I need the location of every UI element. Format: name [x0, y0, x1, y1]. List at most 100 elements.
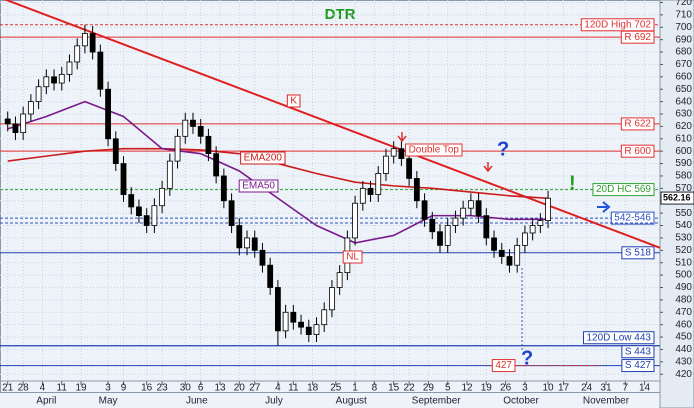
y-tick-label: 500 [675, 270, 692, 281]
y-tick-label: 620 [675, 121, 692, 132]
candle-body [35, 86, 42, 103]
y-tick-label: 520 [675, 245, 692, 256]
candle-body [82, 33, 88, 47]
month-label: November [583, 396, 630, 407]
candle-body [383, 155, 389, 174]
candle-body [475, 200, 482, 217]
candle-body [244, 237, 250, 249]
candle-body [514, 244, 521, 266]
y-tick-label: 640 [675, 96, 692, 107]
candle-body [313, 324, 320, 335]
y-tick-label: 660 [675, 71, 692, 82]
y-tick-label: 650 [675, 84, 692, 95]
candle-body [529, 225, 536, 234]
candle-body [174, 135, 181, 162]
x-tick-label: 20 [234, 383, 246, 394]
candle-body [537, 220, 544, 226]
x-tick-label: 9 [121, 383, 127, 394]
x-tick-label: 17 [558, 383, 570, 394]
x-tick-label: 8 [372, 383, 378, 394]
candle-body [251, 237, 258, 251]
level-label-box [621, 345, 655, 359]
candle-body [390, 148, 397, 157]
candle-body [522, 232, 528, 246]
candle-body [298, 321, 304, 328]
arrow [397, 132, 407, 143]
level-label-box [580, 18, 655, 32]
y-tick-label: 690 [675, 34, 692, 45]
y-tick-label: 580 [675, 171, 692, 182]
y-tick-label: 700 [675, 22, 692, 33]
candle-body [66, 61, 73, 75]
x-tick-label: 10 [543, 383, 555, 394]
level-label: R 600 [624, 146, 651, 157]
candle-body [375, 173, 382, 195]
month-label: April [36, 396, 56, 407]
level-label: 20D HC 569 [596, 184, 651, 195]
x-tick-label: 23 [157, 383, 169, 394]
candle-body [483, 215, 490, 239]
x-tick-label: 30 [180, 383, 192, 394]
y-tick-label: 440 [675, 344, 692, 355]
x-tick-label: 16 [141, 383, 153, 394]
annotation: ? [497, 138, 509, 160]
month-label: June [186, 396, 208, 407]
moving-average [7, 100, 549, 244]
candle-body [213, 153, 220, 177]
x-tick-label: 7 [622, 383, 628, 394]
candle-body [421, 200, 428, 220]
level-label: R 692 [624, 32, 651, 43]
x-tick-label: 1 [352, 383, 358, 394]
price-tag-box [660, 191, 694, 205]
candle-body [159, 187, 166, 207]
candle-body [97, 51, 104, 90]
price-tag: 562.16 [663, 192, 691, 202]
candle-body [236, 225, 243, 249]
candle-body [89, 33, 96, 53]
y-tick-label: 570 [675, 183, 692, 194]
x-tick-label: 4 [275, 383, 281, 394]
level-label: 120D Low 443 [587, 332, 652, 343]
candle-body [228, 200, 235, 226]
level-label: S 518 [625, 247, 652, 258]
candle-body [267, 264, 274, 288]
x-tick-label: 18 [307, 383, 319, 394]
annotation: Double Top [409, 145, 460, 156]
x-tick-label: 14 [639, 383, 651, 394]
candle-body [12, 123, 19, 133]
candle-body [143, 215, 150, 226]
candle-body [545, 197, 551, 221]
x-tick-label: 27 [249, 383, 261, 394]
candle-body [305, 326, 312, 335]
x-tick-label: 29 [423, 383, 435, 394]
arrow [597, 201, 611, 213]
candle-body [51, 76, 57, 84]
x-tick-label: 13 [214, 383, 226, 394]
y-tick-label: 720 [675, 0, 692, 8]
x-tick-label: 15 [388, 383, 400, 394]
month-label: August [336, 396, 367, 407]
level-label-box [491, 359, 516, 373]
y-tick-label: 420 [675, 369, 692, 380]
x-tick-label: 3 [522, 383, 528, 394]
candle-body [205, 135, 212, 155]
trendline-label-box [286, 94, 301, 108]
candle-body [467, 200, 474, 209]
candle-body [105, 88, 111, 140]
x-tick-label: 28 [18, 383, 30, 394]
x-tick-label: 21 [2, 383, 14, 394]
candle-body [413, 178, 420, 202]
candle-body [336, 272, 343, 288]
y-tick-label: 450 [675, 332, 692, 343]
candle-body [166, 160, 173, 189]
y-tick-label: 430 [675, 356, 692, 367]
candle-body [43, 76, 50, 88]
candle-body [259, 249, 266, 266]
candle-body [498, 249, 505, 257]
month-label: October [503, 396, 539, 407]
annotation: ! [569, 172, 576, 194]
level-label: R 622 [624, 119, 651, 130]
x-tick-label: 25 [330, 383, 342, 394]
candle-body [352, 202, 358, 239]
